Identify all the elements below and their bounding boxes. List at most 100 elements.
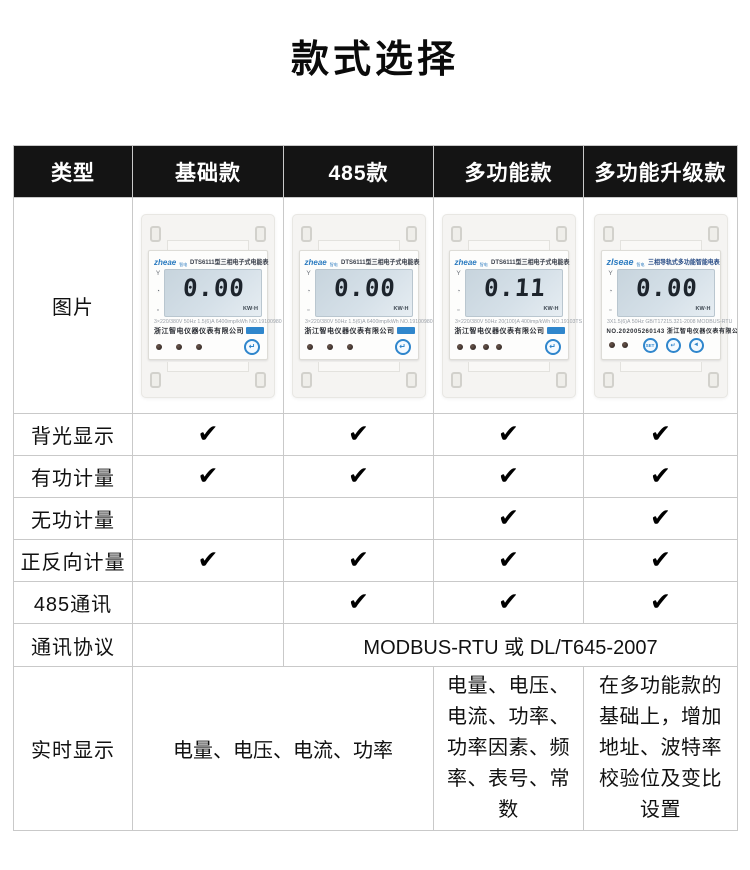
checkmark-icon: ✔: [283, 539, 434, 583]
voltage-led: [482, 343, 489, 350]
checkmark-icon: ✔: [433, 497, 584, 541]
checkmark-icon: ✔: [283, 455, 434, 499]
meter-model-label: DTS6111型三相电子式电能表: [490, 258, 570, 266]
set-button: SET: [642, 337, 658, 353]
header-485: 485款: [283, 145, 434, 199]
company-line: 浙江智电仪器仪表有限公司: [154, 326, 264, 336]
brand-logo-sub: 智电: [179, 261, 188, 267]
voltage-led: [176, 343, 182, 350]
lcd-unit: KW·H: [243, 305, 258, 312]
meter-header: zlseae 智电 三相导轨式多功能智能电表: [607, 255, 720, 267]
empty-cell: [283, 497, 434, 541]
screw-slot-icon: [450, 371, 462, 388]
screw-slot-icon: [707, 371, 719, 388]
company-line: NO.202005260143 浙江智电仪器仪表有限公司: [607, 326, 737, 335]
brand-logo-sub: 智电: [636, 261, 645, 267]
lcd-value: 0.00: [634, 273, 699, 302]
realtime-upgrade: 在多功能款的基础上，增加地址、波特率校验位及变比设置: [583, 666, 738, 832]
brand-logo: zheae: [454, 257, 477, 267]
checkmark-icon: ✔: [433, 581, 584, 625]
protocol-label: 通讯协议: [13, 623, 133, 668]
control-row: SET ↵ ◄: [607, 337, 715, 353]
comm-led: [621, 342, 628, 349]
checkmark-icon: ✔: [132, 539, 284, 583]
meter-bottom-cap: [292, 361, 426, 398]
control-row: ↵: [455, 338, 563, 355]
lcd-display: 0.00 KW·H: [616, 268, 715, 317]
lcd-value: 0.00: [332, 273, 397, 302]
lcd-unit: KW·H: [393, 305, 409, 312]
meter-notch: [467, 361, 550, 372]
checkmark-icon: ✔: [583, 497, 738, 541]
header-basic: 基础款: [132, 145, 284, 199]
screw-slot-icon: [255, 371, 266, 388]
left-arrow-button: ◄: [688, 337, 704, 353]
lcd-unit: KW·H: [695, 305, 711, 312]
enter-button: ↵: [244, 338, 260, 355]
checkmark-icon: ✔: [433, 539, 584, 583]
checkmark-icon: ✔: [583, 539, 738, 583]
meter-model-label: 三相导轨式多功能智能电表: [647, 258, 720, 266]
power-led: [156, 343, 162, 350]
pulse-icon: ▫: [307, 307, 310, 315]
lcd-unit: KW·H: [543, 305, 559, 312]
header-type: 类型: [13, 145, 133, 199]
meter-notch: [167, 239, 249, 250]
cert-badge: [246, 327, 264, 335]
company-line: 浙江智电仪器仪表有限公司: [304, 326, 415, 336]
meter-top-cap: [292, 214, 426, 250]
meter-notch: [619, 239, 702, 250]
company-label: 浙江智电仪器仪表有限公司: [304, 327, 395, 335]
empty-cell: [132, 497, 284, 541]
meter-header: zheae 智电 DTS6111型三相电子式电能表: [154, 255, 269, 267]
brand-logo: zheae: [304, 257, 327, 267]
feature-label: 485通讯: [13, 581, 133, 625]
checkmark-icon: ✔: [132, 455, 284, 499]
image-row: 图片 zheae 智电 DTS6111型三相电子式电能表: [13, 197, 738, 415]
brand-logo: zheae: [154, 257, 177, 267]
empty-cell: [132, 623, 284, 668]
485-image-cell: zheae 智电 DTS6111型三相电子式电能表 Y ◔ ▫ 0.00: [283, 197, 434, 415]
pulse-icon: ▫: [609, 307, 612, 315]
pulse-icon: ▫: [156, 307, 160, 315]
checkmark-icon: ✔: [433, 455, 584, 499]
spec-line: 3×220/380V 50Hz 1.5(6)A 6400imp/kWh NO.1…: [304, 318, 433, 325]
alarm-led: [196, 343, 202, 350]
meter-model-label: DTS6111型三相电子式电能表: [340, 258, 420, 266]
company-line: 浙江智电仪器仪表有限公司: [455, 326, 565, 336]
feature-label: 背光显示: [13, 413, 133, 457]
meter-top-cap: [442, 214, 576, 250]
power-led: [456, 343, 463, 350]
meter-notch: [467, 239, 550, 250]
checkmark-icon: ✔: [283, 413, 434, 457]
screw-slot-icon: [602, 225, 614, 242]
header-row: 类型 基础款 485款 多功能款 多功能升级款: [13, 145, 738, 199]
lcd-value: 0.11: [482, 273, 547, 302]
feature-row-bidirectional-metering: 正反向计量 ✔ ✔ ✔ ✔: [13, 539, 738, 583]
reactive-led: [469, 343, 476, 350]
upgrade-image-cell: zlseae 智电 三相导轨式多功能智能电表 Y ◔ ▫ 0.00: [583, 197, 738, 415]
voltage-led: [326, 343, 333, 350]
feature-label: 无功计量: [13, 497, 133, 541]
company-label: NO.202005260143 浙江智电仪器仪表有限公司: [606, 328, 738, 335]
spec-line: 3×220/380V 50Hz 20(100)A 400imp/kWh NO.1…: [454, 318, 582, 325]
meter-photo-basic: zheae 智电 DTS6111型三相电子式电能表 Y ◔ ▫ 0.00: [141, 213, 282, 398]
meter-bottom-cap: [594, 361, 728, 398]
enter-button: ↵: [544, 338, 561, 355]
phase-icon: Y: [155, 269, 161, 277]
meter-bottom-cap: [442, 361, 576, 398]
meter-notch: [317, 239, 400, 250]
meter-photo-multifunction: zheae 智电 DTS6111型三相电子式电能表 Y ◔ ▫ 0.11: [441, 213, 582, 398]
screw-slot-icon: [405, 225, 417, 242]
meter-top-cap: [594, 214, 728, 250]
phase-icon: Y: [306, 269, 311, 277]
style-comparison-table: 类型 基础款 485款 多功能款 多功能升级款 图片: [13, 145, 738, 832]
checkmark-icon: ✔: [583, 581, 738, 625]
lcd-display: 0.00 KW·H: [164, 268, 262, 317]
cert-badge: [396, 327, 415, 335]
screw-slot-icon: [255, 225, 266, 242]
meter-bottom-cap: [141, 361, 275, 398]
meter-photo-485: zheae 智电 DTS6111型三相电子式电能表 Y ◔ ▫ 0.00: [291, 213, 433, 398]
meter-photo-upgrade: zlseae 智电 三相导轨式多功能智能电表 Y ◔ ▫ 0.00: [593, 213, 737, 398]
meter-notch: [167, 361, 249, 372]
